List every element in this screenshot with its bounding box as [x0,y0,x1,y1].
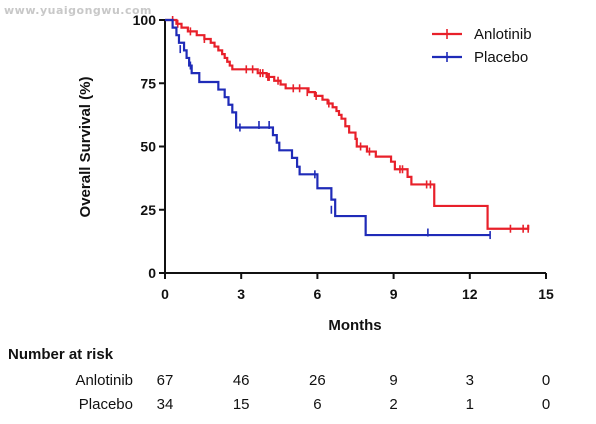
legend-label-placebo: Placebo [474,49,528,66]
x-tick-label: 0 [161,286,169,302]
risk-count: 15 [233,396,250,413]
series-line-placebo [165,18,491,237]
y-tick-label: 0 [148,265,156,281]
chart-curves [165,16,530,240]
x-tick-label: 9 [390,286,398,302]
y-tick-label: 75 [140,75,156,91]
chart-axes: 0 25 50 75 100 0 3 6 9 12 15 [133,12,554,302]
risk-count: 0 [542,372,550,389]
risk-count: 67 [157,372,174,389]
risk-count: 1 [466,396,474,413]
y-tick-label: 100 [133,12,157,28]
risk-row-label: Anlotinib [75,372,133,389]
series-line-anlotinib [165,18,530,230]
risk-count: 0 [542,396,550,413]
risk-count: 46 [233,372,250,389]
watermark-text: www.yuaigongwu.com [4,4,153,17]
risk-count: 9 [389,372,397,389]
risk-count: 3 [466,372,474,389]
risk-count: 2 [389,396,397,413]
x-tick-label: 15 [538,286,554,302]
risk-count: 6 [313,396,321,413]
x-tick-label: 12 [462,286,478,302]
x-tick-label: 3 [237,286,245,302]
risk-count: 34 [157,396,174,413]
risk-row-label: Placebo [79,396,133,413]
risk-count: 26 [309,372,326,389]
y-tick-label: 25 [140,202,156,218]
x-tick-label: 6 [314,286,322,302]
y-axis-title: Overall Survival (%) [77,77,94,218]
x-axis-title: Months [328,317,381,334]
chart-legend: Anlotinib Placebo [432,26,532,66]
legend-label-anlotinib: Anlotinib [474,26,532,43]
risk-table-title: Number at risk [8,346,114,363]
y-tick-label: 50 [140,139,156,155]
